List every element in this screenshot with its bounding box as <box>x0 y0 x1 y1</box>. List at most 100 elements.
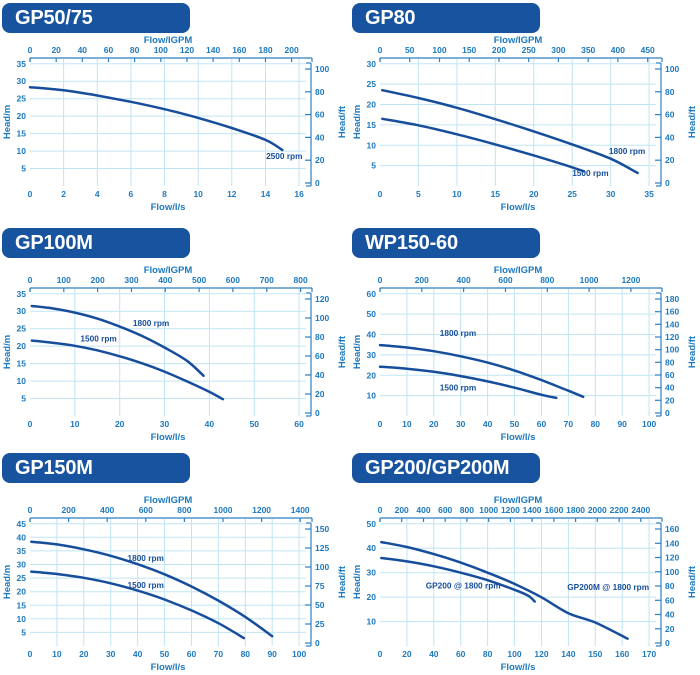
curve-rpm-label: 1500 rpm <box>80 333 116 343</box>
top-tick-label: 2000 <box>588 505 607 515</box>
gridlines <box>30 519 306 646</box>
right-tick-label: 40 <box>665 610 675 620</box>
axis-title-flow-ls: Flow/l/s <box>501 662 536 673</box>
bottom-tick-label: 20 <box>402 649 412 659</box>
pump-curve-1800-rpm <box>378 343 585 399</box>
bottom-tick-label: 100 <box>507 649 521 659</box>
pump-curve-1800-rpm <box>30 304 205 378</box>
pump-curve-chart: 0 20 40 60 80 100 120 140 160 180 200Flow/IGPM0204… <box>2 35 348 213</box>
left-tick-label: 10 <box>367 617 377 627</box>
bottom-tick-label: 30 <box>106 649 116 659</box>
right-tick-label: 150 <box>315 524 329 534</box>
bottom-tick-label: 150 <box>588 649 602 659</box>
bottom-tick-label: 50 <box>250 419 260 429</box>
right-tick-label: 160 <box>665 524 679 534</box>
left-tick-label: 10 <box>367 140 377 150</box>
left-tick-label: 35 <box>17 59 27 69</box>
top-tick-label: 140 <box>206 45 220 55</box>
bottom-tick-label: 10 <box>452 189 462 199</box>
bottom-tick-label: 60 <box>456 649 466 659</box>
top-tick-label: 600 <box>139 505 153 515</box>
bottom-tick-label: 25 <box>567 189 577 199</box>
bottom-tick-label: 0 <box>28 189 33 199</box>
right-tick-label: 20 <box>315 155 325 165</box>
bottom-tick-label: 5 <box>416 189 421 199</box>
pump-curve-gp200-1800-rpm <box>380 556 536 603</box>
bottom-tick-label: 40 <box>205 419 215 429</box>
left-tick-label: 5 <box>21 394 26 404</box>
right-tick-label: 60 <box>315 351 325 361</box>
top-tick-label: 1400 <box>523 505 542 515</box>
left-tick-label: 25 <box>367 79 377 89</box>
top-tick-label: 600 <box>226 275 240 285</box>
right-tick-label: 20 <box>665 624 675 634</box>
axis-title-head-m: Head/m <box>352 335 363 369</box>
right-tick-label: 100 <box>315 562 329 572</box>
pump-curve-1800-rpm <box>30 540 274 638</box>
bottom-tick-label: 6 <box>129 189 134 199</box>
top-tick-label: 100 <box>432 45 446 55</box>
top-tick-label: 600 <box>498 275 512 285</box>
chart-area: 0 20 40 60 80 100 120 140 160 180 200Flow/IGPM0204… <box>2 35 348 213</box>
right-tick-label: 180 <box>665 294 679 304</box>
top-tick-label: 1200 <box>501 505 520 515</box>
axis-title-flow-ls: Flow/l/s <box>151 202 186 213</box>
bottom-tick-label: 20 <box>115 419 125 429</box>
top-tick-label: 200 <box>415 275 429 285</box>
left-tick-label: 30 <box>367 350 377 360</box>
axis-title-flow-igpm: Flow/IGPM <box>144 495 193 506</box>
top-tick-label: 200 <box>395 505 409 515</box>
left-tick-label: 5 <box>21 627 26 637</box>
left-tick-label: 20 <box>17 587 27 597</box>
top-tick-label: 250 <box>522 45 536 55</box>
top-tick-label: 500 <box>192 275 206 285</box>
top-tick-label: 60 <box>104 45 114 55</box>
bottom-tick-label: 80 <box>241 649 251 659</box>
chart-area: 0 50 100 150 200 250 300 350 400 450Flow/IGPM0204… <box>352 35 698 213</box>
top-tick-label: 0 <box>28 45 33 55</box>
top-tick-label: 120 <box>180 45 194 55</box>
curve-rpm-label: 2500 rpm <box>266 151 302 161</box>
top-tick-label: 1200 <box>621 275 640 285</box>
right-tick-label: 0 <box>665 408 670 418</box>
axis-title-head-m: Head/m <box>2 335 13 369</box>
left-tick-label: 15 <box>17 129 27 139</box>
top-tick-label: 2400 <box>631 505 650 515</box>
top-tick-label: 400 <box>457 275 471 285</box>
right-tick-label: 20 <box>315 389 325 399</box>
axis-title-flow-ls: Flow/l/s <box>151 662 186 673</box>
top-axis <box>29 57 313 62</box>
left-tick-label: 25 <box>17 94 27 104</box>
left-tick-label: 15 <box>367 120 377 130</box>
left-tick-label: 40 <box>17 532 27 542</box>
axis-title-head-ft: Head/ft <box>687 335 698 368</box>
bottom-tick-label: 14 <box>261 189 271 199</box>
top-tick-label: 400 <box>611 45 625 55</box>
left-tick-label: 20 <box>367 370 377 380</box>
bottom-tick-label: 4 <box>95 189 100 199</box>
top-tick-label: 100 <box>57 275 71 285</box>
top-tick-label: 400 <box>158 275 172 285</box>
gridlines <box>380 289 656 416</box>
top-tick-label: 350 <box>581 45 595 55</box>
right-tick-label: 100 <box>665 345 679 355</box>
left-tick-label: 25 <box>17 324 27 334</box>
bottom-tick-label: 10 <box>402 419 412 429</box>
top-axis <box>379 517 663 522</box>
right-tick-label: 0 <box>315 408 320 418</box>
axis-title-flow-igpm: Flow/IGPM <box>144 265 193 276</box>
pump-curve-gp200m-1800-rpm <box>380 540 629 640</box>
top-tick-label: 0 <box>378 45 383 55</box>
bottom-tick-label: 12 <box>227 189 237 199</box>
top-tick-label: 1600 <box>544 505 563 515</box>
curve-rpm-label: 1800 rpm <box>127 553 163 563</box>
curve-rpm-label: 1800 rpm <box>440 328 476 338</box>
pump-curve-2500-rpm <box>28 85 284 152</box>
axis-title-flow-igpm: Flow/IGPM <box>144 35 193 46</box>
right-tick-label: 50 <box>315 600 325 610</box>
pump-curve-1500-rpm <box>30 570 246 640</box>
bottom-tick-label: 60 <box>187 649 197 659</box>
bottom-tick-label: 15 <box>491 189 501 199</box>
right-tick-label: 40 <box>315 370 325 380</box>
